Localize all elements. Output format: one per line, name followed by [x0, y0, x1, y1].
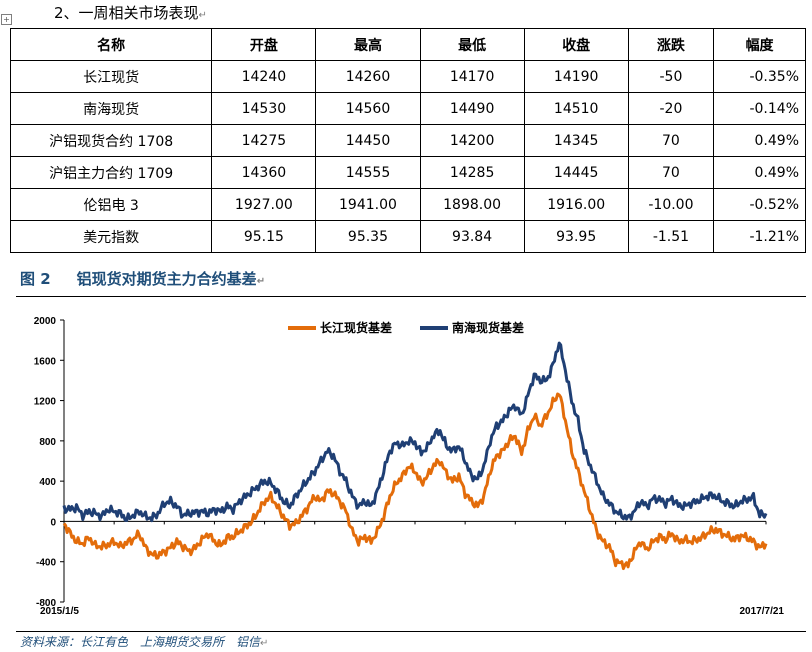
cell-pct: -0.35% [713, 60, 806, 93]
cell-close: 93.95 [523, 220, 629, 253]
table-row: 南海现货 14530 14560 14490 14510 -20 -0.14% [9, 92, 806, 125]
cell-change: 70 [627, 124, 715, 157]
cell-high: 14560 [315, 92, 421, 125]
section-heading: 2、一周相关市场表现↵ [54, 2, 207, 23]
cell-change: -10.00 [627, 188, 715, 221]
y-tick-label: 1600 [34, 356, 57, 367]
cell-open: 14275 [211, 124, 317, 157]
y-tick-label: -800 [36, 598, 56, 609]
cell-change: -50 [627, 60, 715, 93]
section-heading-text: 2、一周相关市场表现 [54, 4, 199, 22]
cell-open: 1927.00 [211, 188, 317, 221]
y-tick-label: 0 [50, 517, 56, 528]
cell-name: 伦铝电 3 [9, 188, 213, 221]
source-note-text: 资料来源：长江有色 上海期货交易所 铝信 [20, 635, 261, 649]
cell-low: 14490 [419, 92, 525, 125]
table-row: 伦铝电 3 1927.00 1941.00 1898.00 1916.00 -1… [9, 188, 806, 221]
cell-name: 沪铝现货合约 1708 [9, 124, 213, 157]
cell-open: 14530 [211, 92, 317, 125]
cell-name: 长江现货 [9, 60, 213, 93]
legend-label-0: 长江现货基差 [320, 320, 392, 335]
cell-name: 沪铝主力合约 1709 [9, 156, 213, 189]
market-table: 名称 开盘 最高 最低 收盘 涨跌 幅度 长江现货 14240 14260 14… [9, 28, 806, 253]
header-open: 开盘 [211, 28, 317, 61]
cell-close: 1916.00 [523, 188, 629, 221]
cell-low: 1898.00 [419, 188, 525, 221]
figure-top-rule [16, 296, 806, 297]
cell-high: 14450 [315, 124, 421, 157]
cell-high: 14555 [315, 156, 421, 189]
cell-pct: 0.49% [713, 124, 806, 157]
y-tick-label: -400 [36, 558, 56, 569]
header-change: 涨跌 [627, 28, 715, 61]
y-tick-label: 1200 [34, 397, 57, 408]
cell-high: 14260 [315, 60, 421, 93]
y-tick-label: 400 [39, 477, 56, 488]
header-low: 最低 [419, 28, 525, 61]
cell-close: 14510 [523, 92, 629, 125]
x-end-label: 2017/7/21 [740, 606, 785, 617]
cell-change: -20 [627, 92, 715, 125]
header-pct: 幅度 [713, 28, 806, 61]
figure-number: 图 2 [20, 270, 51, 288]
cell-pct: -0.14% [713, 92, 806, 125]
series-line-0 [62, 392, 768, 571]
table-row: 美元指数 95.15 95.35 93.84 93.95 -1.51 -1.21… [9, 220, 806, 253]
cell-open: 14360 [211, 156, 317, 189]
figure-caption: 铝现货对期货主力合约基差 [76, 270, 257, 288]
table-header-row: 名称 开盘 最高 最低 收盘 涨跌 幅度 [9, 28, 806, 61]
cell-pct: -0.52% [713, 188, 806, 221]
figure-title: 图 2 铝现货对期货主力合约基差↵ [20, 268, 265, 289]
cell-open: 14240 [211, 60, 317, 93]
cell-name: 南海现货 [9, 92, 213, 125]
cell-pct: 0.49% [713, 156, 806, 189]
cell-low: 14170 [419, 60, 525, 93]
header-name: 名称 [9, 28, 213, 61]
header-high: 最高 [315, 28, 421, 61]
paragraph-mark-icon: ↵ [260, 638, 269, 649]
cell-name: 美元指数 [9, 220, 213, 253]
series-line-1 [62, 341, 768, 523]
cell-low: 14285 [419, 156, 525, 189]
cell-close: 14445 [523, 156, 629, 189]
cell-low: 14200 [419, 124, 525, 157]
table-anchor-icon[interactable]: + [1, 14, 12, 25]
paragraph-mark-icon: ↵ [256, 276, 266, 287]
y-tick-label: 800 [39, 437, 56, 448]
legend-label-1: 南海现货基差 [452, 320, 524, 335]
figure-bottom-rule [16, 631, 806, 632]
cell-open: 95.15 [211, 220, 317, 253]
x-start-label: 2015/1/5 [40, 606, 79, 617]
table-row: 长江现货 14240 14260 14170 14190 -50 -0.35% [9, 60, 806, 93]
cell-change: -1.51 [627, 220, 715, 253]
cell-high: 95.35 [315, 220, 421, 253]
header-close: 收盘 [523, 28, 629, 61]
source-note: 资料来源：长江有色 上海期货交易所 铝信↵ [20, 633, 268, 650]
cell-low: 93.84 [419, 220, 525, 253]
cell-change: 70 [627, 156, 715, 189]
y-tick-label: 2000 [34, 316, 57, 327]
cell-close: 14345 [523, 124, 629, 157]
table-row: 沪铝现货合约 1708 14275 14450 14200 14345 70 0… [9, 124, 806, 157]
paragraph-mark-icon: ↵ [198, 10, 207, 21]
cell-pct: -1.21% [713, 220, 806, 253]
cell-high: 1941.00 [315, 188, 421, 221]
chart-legend: 长江现货基差 南海现货基差 [288, 320, 524, 335]
cell-close: 14190 [523, 60, 629, 93]
chart-series [62, 341, 768, 571]
table-row: 沪铝主力合约 1709 14360 14555 14285 14445 70 0… [9, 156, 806, 189]
